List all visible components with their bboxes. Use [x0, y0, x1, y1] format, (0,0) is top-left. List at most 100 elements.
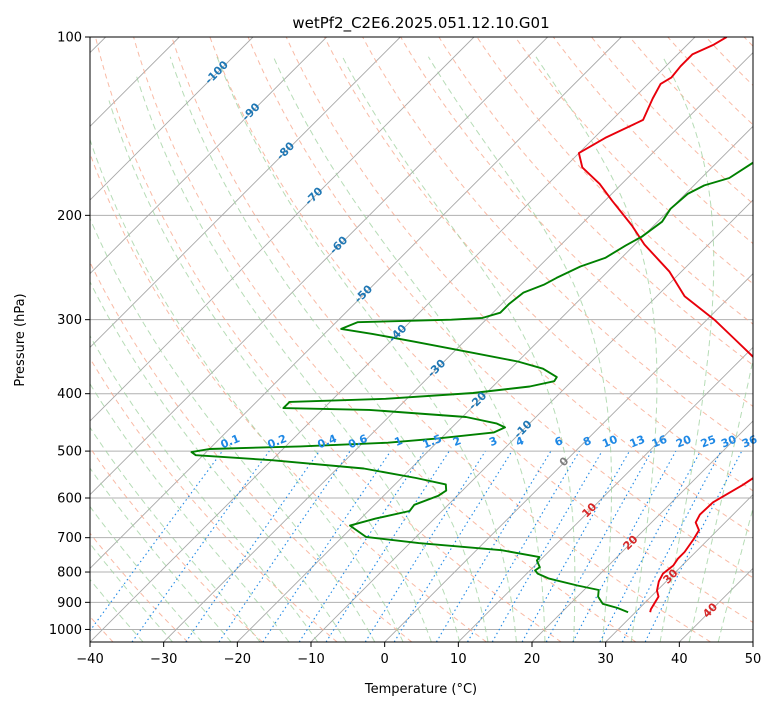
- y-tick-label: 500: [57, 445, 82, 460]
- mixing-ratio-line: [572, 450, 677, 642]
- moist-adiabat-line: [90, 505, 203, 642]
- moist-adiabat-line: [169, 56, 489, 642]
- background-lines: [90, 37, 753, 642]
- dry-adiabat-line: [285, 37, 753, 535]
- mixing-ratio-line: [467, 450, 580, 642]
- mixing-ratio-line: [218, 450, 351, 642]
- moist-adiabat-line: [688, 357, 753, 642]
- moist-adiabat-line: [216, 56, 517, 642]
- moist-adiabat-line: [427, 56, 612, 642]
- moist-adiabat-line: [108, 100, 432, 642]
- x-axis-label: Temperature (°C): [364, 682, 477, 697]
- x-tick-label: 0: [381, 652, 389, 667]
- moist-adiabat-line: [135, 75, 461, 642]
- y-tick-label: 700: [57, 531, 82, 546]
- y-axis-label: Pressure (hPa): [13, 293, 28, 386]
- moist-adiabat-line: [535, 56, 658, 642]
- isotherm-line: [237, 125, 753, 642]
- isotherm-line: [163, 52, 753, 642]
- mixing-ratio-label: 36: [740, 433, 759, 451]
- dry-adiabat-line: [95, 37, 562, 642]
- dry-adiabat-line: [90, 532, 189, 642]
- dewpoint-profile: [190, 161, 753, 614]
- chart-title: wetPf2_C2E6.2025.051.12.10.G01: [292, 14, 549, 33]
- mixing-ratio-label: 16: [650, 433, 669, 451]
- dry-adiabat-line: [90, 357, 338, 642]
- mixing-ratio-line: [364, 450, 486, 642]
- moist-adiabat-line: [272, 56, 546, 642]
- moist-adiabat-line: [90, 138, 404, 642]
- x-axis-ticks: −40 −30 −20 −10 0 10 20 30 40 50: [76, 642, 761, 667]
- x-tick-label: 30: [597, 652, 614, 667]
- y-axis-ticks: 100 200 300 400 500 600 700 800 900 1000: [49, 31, 90, 638]
- moist-adiabat-line: [90, 426, 261, 642]
- x-tick-label: −10: [297, 652, 324, 667]
- moist-adiabat-line: [90, 382, 290, 642]
- moist-adiabat-line: [90, 542, 173, 642]
- y-tick-label: 600: [57, 492, 82, 507]
- mixing-ratio-line: [435, 450, 552, 642]
- isotherm-line: [90, 37, 254, 201]
- dry-adiabat-line: [133, 37, 637, 642]
- mixing-ratio-label: 10: [600, 433, 619, 451]
- mixing-ratio-label: 25: [699, 433, 718, 451]
- y-tick-label: 300: [57, 313, 82, 328]
- mixing-ratio-line: [325, 450, 450, 642]
- mixing-ratio-line: [393, 450, 513, 642]
- moist-adiabat-line: [90, 334, 319, 642]
- y-tick-label: 100: [57, 31, 82, 46]
- moist-adiabat-line: [90, 280, 347, 642]
- x-tick-label: 10: [450, 652, 467, 667]
- moist-adiabat-line: [342, 56, 576, 642]
- dry-adiabat-line: [90, 261, 413, 642]
- x-tick-label: 20: [524, 652, 541, 667]
- mixing-ratio-label: 13: [628, 433, 647, 451]
- x-tick-label: 50: [745, 652, 762, 667]
- dry-adiabat-line: [323, 37, 753, 492]
- mixing-ratio-label: 1: [393, 434, 405, 449]
- isotherm-line: [90, 37, 401, 348]
- x-tick-label: −40: [76, 652, 103, 667]
- dry-adiabat-line: [362, 37, 753, 449]
- isotherm-line: [384, 273, 753, 642]
- dry-adiabat-line: [400, 37, 753, 408]
- isotherm-line: [605, 494, 753, 642]
- mixing-ratio-label: 20: [674, 433, 693, 451]
- sounding-profiles: [190, 37, 753, 614]
- mixing-ratio-label: 8: [581, 434, 593, 449]
- y-tick-label: 800: [57, 566, 82, 581]
- y-tick-label: 1000: [49, 623, 82, 638]
- plot-area: [90, 37, 753, 642]
- moist-adiabat-line: [659, 56, 715, 642]
- moist-adiabat-line: [90, 217, 376, 642]
- mixing-ratio-label: 2: [451, 434, 463, 449]
- y-tick-label: 400: [57, 387, 82, 402]
- mixing-ratio-label: 3: [487, 434, 499, 449]
- isotherm-line: [90, 37, 475, 422]
- y-tick-label: 900: [57, 596, 82, 611]
- mixing-ratio-line: [298, 450, 425, 642]
- isotherm-line: [458, 346, 753, 642]
- isotherm-line: [90, 37, 696, 642]
- y-tick-label: 200: [57, 209, 82, 224]
- mixing-ratio-line: [185, 450, 320, 642]
- dry-adiabat-line: [438, 37, 753, 366]
- dry-adiabat-line: [209, 37, 753, 623]
- mixing-ratio-line: [599, 450, 701, 642]
- mixing-ratio-label: 30: [719, 433, 738, 451]
- isotherm-line: [90, 37, 327, 275]
- isotherm-line: [90, 37, 548, 496]
- x-tick-label: −20: [224, 652, 251, 667]
- isotherm-line: [531, 420, 753, 642]
- moist-adiabat-line: [90, 578, 144, 642]
- dry-adiabat-line: [247, 37, 753, 579]
- plot-frame: [89, 36, 754, 643]
- moist-adiabat-line: [90, 467, 232, 642]
- mixing-ratio-line: [262, 450, 392, 642]
- temperature-profile: [577, 37, 753, 613]
- moist-adiabat-line: [717, 506, 753, 642]
- x-tick-label: 40: [671, 652, 688, 667]
- dry-adiabat-line: [552, 37, 753, 245]
- x-tick-label: −30: [150, 652, 177, 667]
